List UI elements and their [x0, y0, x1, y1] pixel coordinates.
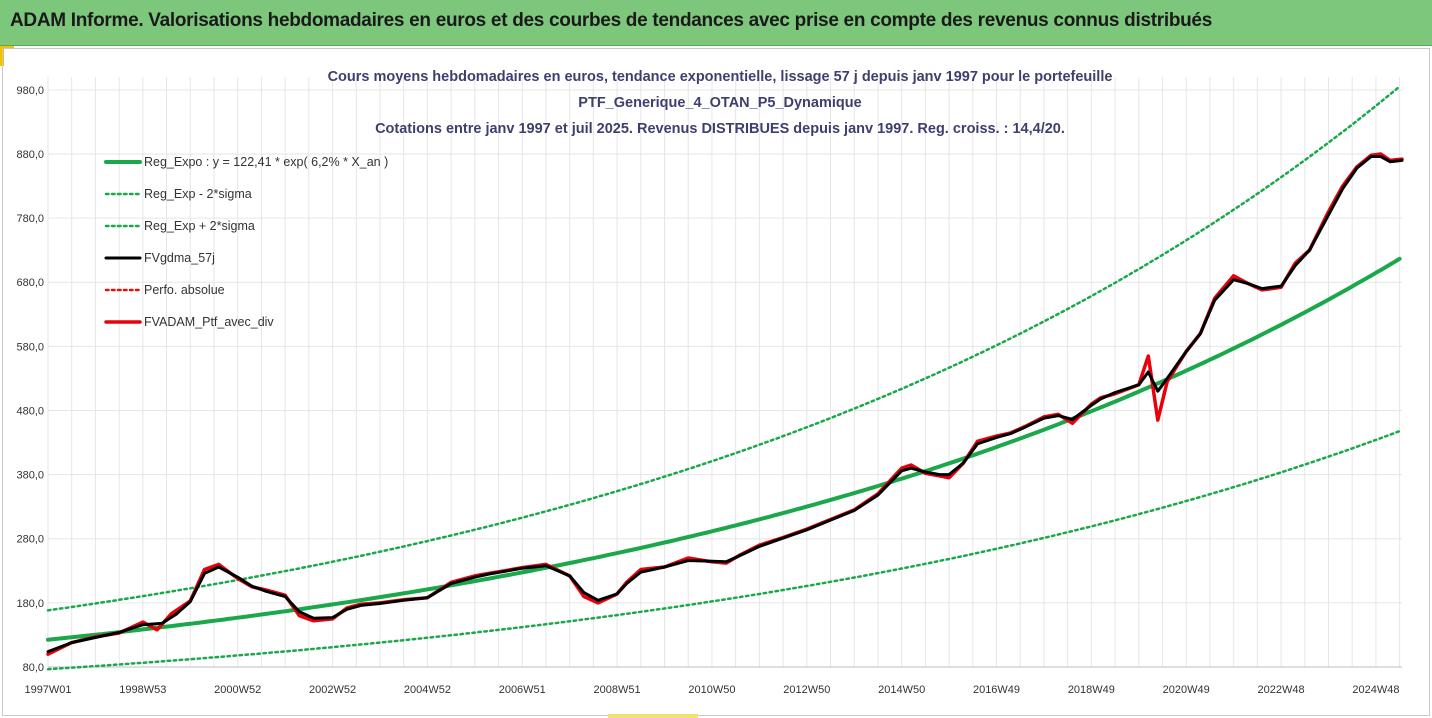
y-tick-label: 580,0 — [16, 341, 44, 353]
x-tick-label: 1997W01 — [24, 684, 71, 696]
x-tick-label: 2002W52 — [309, 684, 356, 696]
y-tick-label: 780,0 — [16, 213, 44, 225]
x-tick-label: 2010W50 — [688, 684, 735, 696]
legend-label: FVADAM_Ptf_avec_div — [144, 315, 274, 329]
x-tick-label: 2020W49 — [1163, 684, 1210, 696]
chart-title-line-3: Cotations entre janv 1997 et juil 2025. … — [375, 121, 1065, 137]
y-tick-label: 980,0 — [16, 85, 44, 97]
chart-title: Cours moyens hebdomadaires en euros, ten… — [328, 69, 1113, 137]
bottom-accent-bar — [608, 714, 698, 718]
series-line-fvgdma — [46, 155, 1404, 654]
chart-title-line-1: Cours moyens hebdomadaires en euros, ten… — [328, 69, 1113, 85]
legend-label: Reg_Expo : y = 122,41 * exp( 6,2% * X_an… — [144, 155, 388, 169]
x-tick-label: 2018W49 — [1068, 684, 1115, 696]
header-title: ADAM Informe. Valorisations hebdomadaire… — [10, 10, 1212, 31]
chart-title-line-2: PTF_Generique_4_OTAN_P5_Dynamique — [578, 95, 861, 111]
y-tick-label: 380,0 — [16, 470, 44, 482]
legend-label: Reg_Exp - 2*sigma — [144, 187, 252, 201]
x-tick-label: 2008W51 — [594, 684, 641, 696]
legend: Reg_Expo : y = 122,41 * exp( 6,2% * X_an… — [104, 155, 388, 329]
x-tick-label: 2000W52 — [214, 684, 261, 696]
series-line-reg-expo — [46, 256, 1402, 642]
x-tick-label: 2006W51 — [499, 684, 546, 696]
x-tick-label: 2024W48 — [1352, 684, 1399, 696]
legend-label: Perfo. absolue — [144, 283, 225, 297]
x-tick-label: 2004W52 — [404, 684, 451, 696]
header-banner: ADAM Informe. Valorisations hebdomadaire… — [0, 0, 1432, 46]
series-line-reg-minus-2sigma — [46, 429, 1401, 671]
x-tick-label: 1998W53 — [119, 684, 166, 696]
x-tick-label: 2014W50 — [878, 684, 925, 696]
y-tick-label: 480,0 — [16, 405, 44, 417]
x-axis-ticks: 1997W01 1998W53 2000W52 2002W52 2004W52 2006W… — [24, 684, 1399, 696]
series-lines — [46, 85, 1404, 671]
legend-label: FVgdma_57j — [144, 251, 215, 265]
grid-lines — [47, 77, 1402, 668]
y-tick-label: 80,0 — [23, 662, 44, 674]
y-tick-label: 880,0 — [16, 149, 44, 161]
x-tick-label: 2016W49 — [973, 684, 1020, 696]
legend-label: Reg_Exp + 2*sigma — [144, 219, 255, 233]
x-tick-label: 2012W50 — [783, 684, 830, 696]
series-line-reg-plus-2sigma — [46, 85, 1401, 612]
y-axis-ticks: 80,0 180,0 280,0 380,0 480,0 580,0 680,0 780,0 8… — [16, 85, 44, 674]
chart-frame — [2, 48, 1430, 716]
y-tick-label: 280,0 — [16, 534, 44, 546]
y-tick-label: 180,0 — [16, 598, 44, 610]
left-accent-line — [0, 46, 14, 49]
y-tick-label: 680,0 — [16, 277, 44, 289]
x-tick-label: 2022W48 — [1258, 684, 1305, 696]
